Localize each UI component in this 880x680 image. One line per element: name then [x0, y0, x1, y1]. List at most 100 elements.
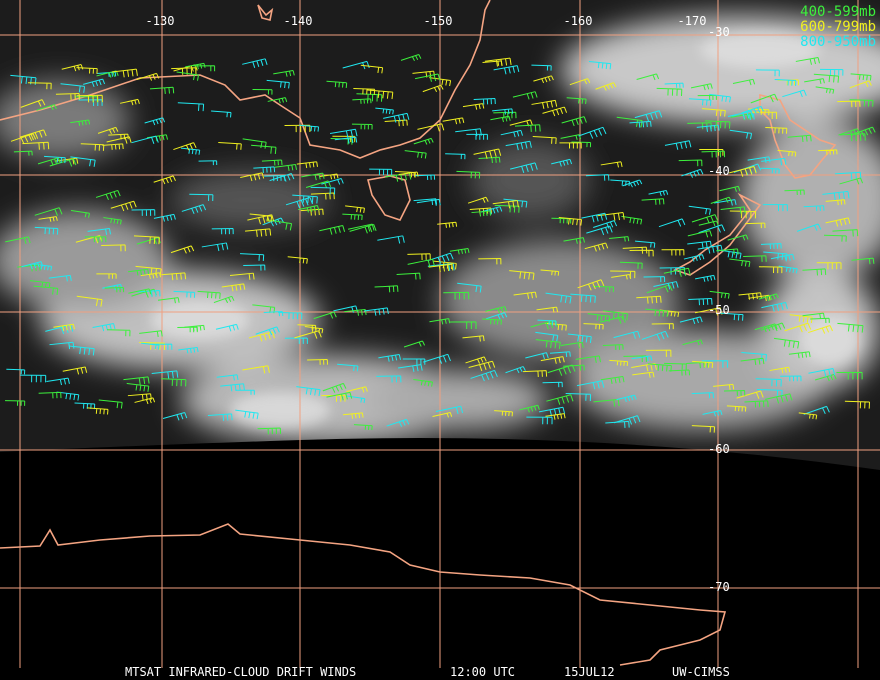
wind-barb: [656, 87, 683, 97]
wind-barb: [49, 158, 77, 167]
wind-barb: [445, 153, 466, 160]
wind-barb: [285, 197, 313, 209]
wind-barb: [106, 136, 132, 144]
wind-barb: [48, 274, 72, 282]
footer: MTSAT INFRARED-CLOUD DRIFT WINDS 12:00 U…: [125, 665, 730, 679]
wind-barb: [78, 99, 103, 107]
wind-barb: [726, 405, 747, 412]
wind-barb: [352, 98, 372, 104]
wind-barb: [22, 141, 50, 150]
wind-barb: [184, 324, 205, 332]
wind-barb: [691, 214, 719, 224]
wind-barb: [397, 364, 423, 372]
wind-barb: [131, 135, 159, 144]
wind-barb: [698, 224, 726, 234]
wind-barb: [478, 156, 501, 164]
wind-barb: [774, 79, 797, 86]
wind-barb: [435, 405, 464, 415]
wind-barb: [802, 312, 825, 319]
wind-barb: [248, 331, 275, 342]
wind-barb: [102, 143, 124, 150]
wind-barb: [128, 268, 150, 276]
wind-barb: [38, 216, 58, 222]
wind-barb: [177, 102, 205, 112]
latitude-label: -50: [708, 303, 730, 317]
wind-barb: [838, 128, 860, 136]
wind-barb: [658, 218, 686, 228]
wind-barb: [383, 112, 410, 123]
wind-barb: [131, 209, 156, 216]
wind-barb: [149, 86, 175, 94]
wind-barb: [512, 91, 538, 100]
wind-barb: [245, 228, 272, 237]
wind-barb: [412, 70, 435, 78]
wind-barb: [523, 370, 548, 378]
wind-barb: [611, 274, 632, 280]
wind-barb: [161, 272, 187, 281]
wind-barb: [110, 200, 137, 212]
wind-barb: [679, 316, 703, 325]
wind-barb: [139, 342, 166, 351]
wind-barb: [247, 214, 275, 225]
wind-barb: [422, 84, 444, 93]
wind-barb: [37, 157, 61, 166]
wind-barb: [415, 174, 436, 181]
wind-barb: [240, 253, 265, 262]
wind-barb: [478, 257, 502, 265]
wind-barb: [6, 368, 26, 375]
wind-barb: [170, 245, 195, 254]
wind-barb: [161, 378, 187, 387]
wind-barb: [423, 353, 451, 364]
wind-barb: [535, 339, 561, 349]
wind-barb: [755, 69, 780, 77]
wind-barb: [561, 116, 587, 127]
wind-barb: [126, 382, 150, 392]
wind-barb: [738, 292, 762, 300]
wind-barb: [329, 128, 358, 138]
wind-barb: [427, 252, 454, 264]
wind-barb: [493, 111, 517, 119]
wind-barb: [19, 129, 47, 141]
wind-barb: [242, 365, 270, 374]
wind-barb: [218, 142, 242, 150]
wind-barb: [769, 366, 791, 374]
wind-barb: [761, 322, 786, 332]
wind-barb: [808, 324, 833, 334]
wind-barb: [629, 249, 654, 257]
wind-barb: [407, 258, 435, 267]
wind-barb: [645, 349, 672, 357]
wind-barb: [538, 406, 566, 417]
wind-barb: [76, 295, 103, 307]
wind-barb: [55, 93, 80, 100]
wind-barb: [342, 412, 364, 419]
wind-barb: [294, 330, 322, 339]
wind-barb: [298, 205, 320, 213]
wind-barb: [337, 363, 359, 372]
wind-barb: [360, 64, 384, 74]
wind-barb: [651, 323, 674, 330]
wind-barb: [688, 98, 712, 106]
wind-barb: [211, 110, 232, 118]
wind-barb: [622, 246, 648, 254]
wind-barb: [599, 315, 626, 324]
wind-barb: [173, 290, 196, 298]
wind-barb: [198, 160, 218, 166]
wind-barb: [636, 73, 660, 81]
wind-barb: [763, 251, 788, 261]
wind-barb: [641, 198, 665, 205]
wind-barb: [473, 97, 496, 105]
wind-barb: [588, 60, 612, 70]
wind-barb: [547, 364, 576, 376]
wind-barb: [583, 323, 604, 330]
wind-barb: [565, 392, 592, 402]
wind-barb: [803, 205, 825, 212]
wind-barb: [659, 309, 680, 317]
wind-barb: [804, 78, 825, 85]
wind-barb: [296, 386, 321, 396]
wind-barb: [681, 168, 704, 178]
wind-barb: [10, 133, 37, 144]
wind-barb: [310, 186, 336, 195]
wind-barb: [758, 293, 779, 302]
